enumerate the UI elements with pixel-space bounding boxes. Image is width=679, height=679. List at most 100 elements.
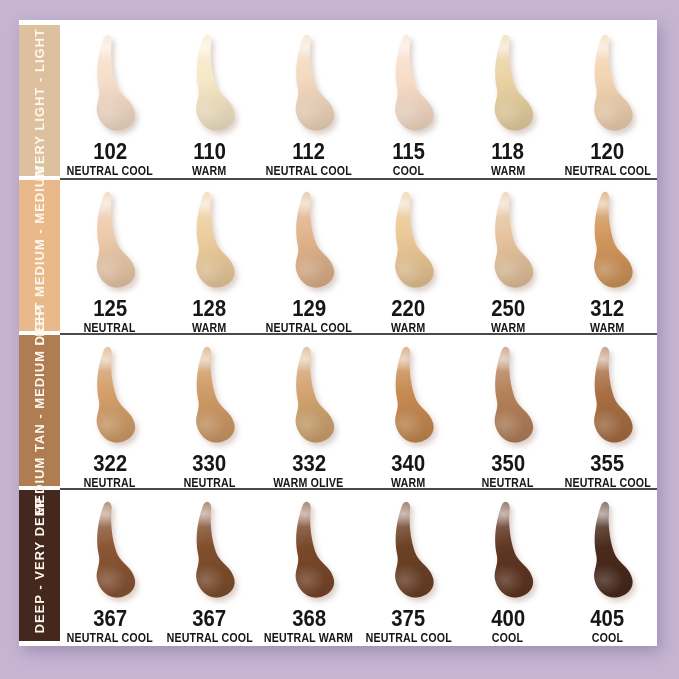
shade-code: 350 (490, 450, 525, 476)
shade-cell: 129 NEUTRAL COOL (259, 180, 359, 335)
shade-undertone: COOL (392, 164, 424, 178)
swatch-swoosh-icon (479, 34, 537, 134)
shade-cell: 220 WARM (359, 180, 459, 335)
shade-code: 330 (192, 450, 227, 476)
swatch-swoosh-icon (81, 34, 139, 134)
shade-code: 355 (590, 450, 625, 476)
shade-cell: 322 NEUTRAL (60, 335, 160, 490)
swatch-swoosh-icon (578, 501, 636, 601)
row-sidebar: DEEP - VERY DEEP (19, 490, 60, 641)
shade-cell: 400 COOL (458, 490, 558, 645)
row-range-label: MEDIUM TAN - MEDIUM DEEP (32, 305, 47, 516)
swatch-swoosh-icon (180, 34, 238, 134)
shade-code: 375 (391, 605, 426, 631)
shade-row-medium-tan-medium-deep: MEDIUM TAN - MEDIUM DEEP 322 NEUTRAL 330… (19, 306, 658, 515)
shade-undertone: NEUTRAL COOL (66, 631, 153, 645)
shade-undertone: COOL (492, 631, 524, 645)
shade-cell: 330 NEUTRAL (160, 335, 260, 490)
swatch-swoosh-icon (180, 501, 238, 601)
shade-undertone: NEUTRAL (183, 476, 236, 490)
shade-code: 367 (192, 605, 227, 631)
swatch-swoosh-icon (379, 346, 437, 446)
shade-undertone: NEUTRAL COOL (564, 476, 651, 490)
shade-cells: 367 NEUTRAL COOL 367 NEUTRAL COOL 368 NE… (60, 488, 658, 645)
shade-undertone: NEUTRAL COOL (564, 164, 651, 178)
shade-chart-panel: VERY LIGHT - LIGHT 102 NEUTRAL COOL 110 … (19, 20, 657, 646)
shade-undertone: WARM (490, 164, 525, 178)
shade-cell: 367 NEUTRAL COOL (160, 490, 260, 645)
shade-code: 102 (92, 138, 127, 164)
swatch-swoosh-icon (280, 346, 338, 446)
shade-code: 125 (92, 295, 127, 321)
shade-code: 367 (92, 605, 127, 631)
shade-cell: 368 NEUTRAL WARM (259, 490, 359, 645)
shade-cells: 322 NEUTRAL 330 NEUTRAL 332 WARM OLIVE 3… (60, 333, 658, 490)
shade-cell: 112 NEUTRAL COOL (259, 23, 359, 178)
shade-undertone: NEUTRAL (83, 476, 136, 490)
shade-code: 340 (391, 450, 426, 476)
shade-cell: 120 NEUTRAL COOL (558, 23, 658, 178)
shade-undertone: WARM (192, 321, 227, 335)
shade-code: 112 (292, 138, 326, 164)
shade-row-very-light-light: VERY LIGHT - LIGHT 102 NEUTRAL COOL 110 … (19, 23, 657, 178)
swatch-swoosh-icon (479, 191, 537, 291)
shade-cell: 312 WARM (558, 180, 658, 335)
shade-cell: 115 COOL (359, 23, 459, 178)
swatch-swoosh-icon (379, 191, 437, 291)
shade-code: 220 (391, 295, 426, 321)
swatch-swoosh-icon (578, 34, 636, 134)
swatch-swoosh-icon (280, 191, 338, 291)
shade-code: 368 (291, 605, 326, 631)
shade-code: 332 (291, 450, 326, 476)
row-range-label: DEEP - VERY DEEP (32, 497, 47, 634)
shade-row-light-medium-medium: LIGHT MEDIUM - MEDIUM 125 NEUTRAL 128 WA… (19, 165, 658, 346)
shade-cell: 102 NEUTRAL COOL (60, 23, 160, 178)
shade-undertone: WARM (391, 321, 426, 335)
shade-cell: 405 COOL (558, 490, 658, 645)
shade-undertone: COOL (591, 631, 623, 645)
shade-cell: 250 WARM (458, 180, 558, 335)
swatch-swoosh-icon (81, 346, 139, 446)
shade-undertone: NEUTRAL (83, 321, 136, 335)
shade-cell: 128 WARM (160, 180, 260, 335)
swatch-swoosh-icon (479, 501, 537, 601)
shade-cell: 375 NEUTRAL COOL (359, 490, 459, 645)
swatch-swoosh-icon (180, 191, 238, 291)
shade-cells: 102 NEUTRAL COOL 110 WARM 112 NEUTRAL CO… (60, 23, 657, 178)
row-sidebar: LIGHT MEDIUM - MEDIUM (19, 165, 60, 346)
swatch-swoosh-icon (578, 191, 636, 291)
shade-cell: 355 NEUTRAL COOL (558, 335, 658, 490)
swatch-swoosh-icon (81, 191, 139, 291)
row-sidebar: MEDIUM TAN - MEDIUM DEEP (19, 306, 60, 515)
shade-code: 405 (590, 605, 625, 631)
shade-cell: 367 NEUTRAL COOL (60, 490, 160, 645)
swatch-swoosh-icon (180, 346, 238, 446)
shade-undertone: WARM OLIVE (273, 476, 344, 490)
shade-cell: 118 WARM (458, 23, 558, 178)
row-sidebar: VERY LIGHT - LIGHT (19, 25, 60, 176)
shade-undertone: NEUTRAL COOL (265, 164, 352, 178)
shade-code: 250 (490, 295, 525, 321)
swatch-swoosh-icon (81, 501, 139, 601)
shade-cell: 125 NEUTRAL (60, 180, 160, 335)
shade-undertone: NEUTRAL COOL (265, 321, 352, 335)
shade-cells: 125 NEUTRAL 128 WARM 129 NEUTRAL COOL 22… (60, 178, 658, 335)
row-range-label: VERY LIGHT - LIGHT (32, 27, 47, 174)
shade-code: 400 (490, 605, 525, 631)
shade-undertone: WARM (490, 321, 525, 335)
shade-code: 128 (192, 295, 227, 321)
shade-undertone: WARM (590, 321, 625, 335)
shade-undertone: NEUTRAL COOL (365, 631, 452, 645)
shade-undertone: WARM (391, 476, 426, 490)
swatch-swoosh-icon (379, 501, 437, 601)
shade-cell: 340 WARM (359, 335, 459, 490)
shade-undertone: NEUTRAL (481, 476, 534, 490)
shade-undertone: NEUTRAL COOL (66, 164, 153, 178)
swatch-swoosh-icon (280, 34, 338, 134)
shade-code: 312 (590, 295, 625, 321)
swatch-swoosh-icon (479, 346, 537, 446)
shade-code: 129 (291, 295, 326, 321)
shade-cell: 332 WARM OLIVE (259, 335, 359, 490)
shade-undertone: WARM (192, 164, 227, 178)
swatch-swoosh-icon (379, 34, 437, 134)
